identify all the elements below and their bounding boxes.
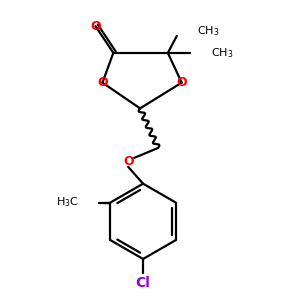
Text: O: O xyxy=(90,20,101,33)
Text: Cl: Cl xyxy=(136,276,151,290)
Text: O: O xyxy=(123,155,134,168)
Text: CH$_3$: CH$_3$ xyxy=(196,24,219,38)
Text: H$_3$C: H$_3$C xyxy=(56,196,79,209)
Text: O: O xyxy=(176,76,187,89)
Text: CH$_3$: CH$_3$ xyxy=(212,46,234,60)
Text: O: O xyxy=(97,76,108,89)
